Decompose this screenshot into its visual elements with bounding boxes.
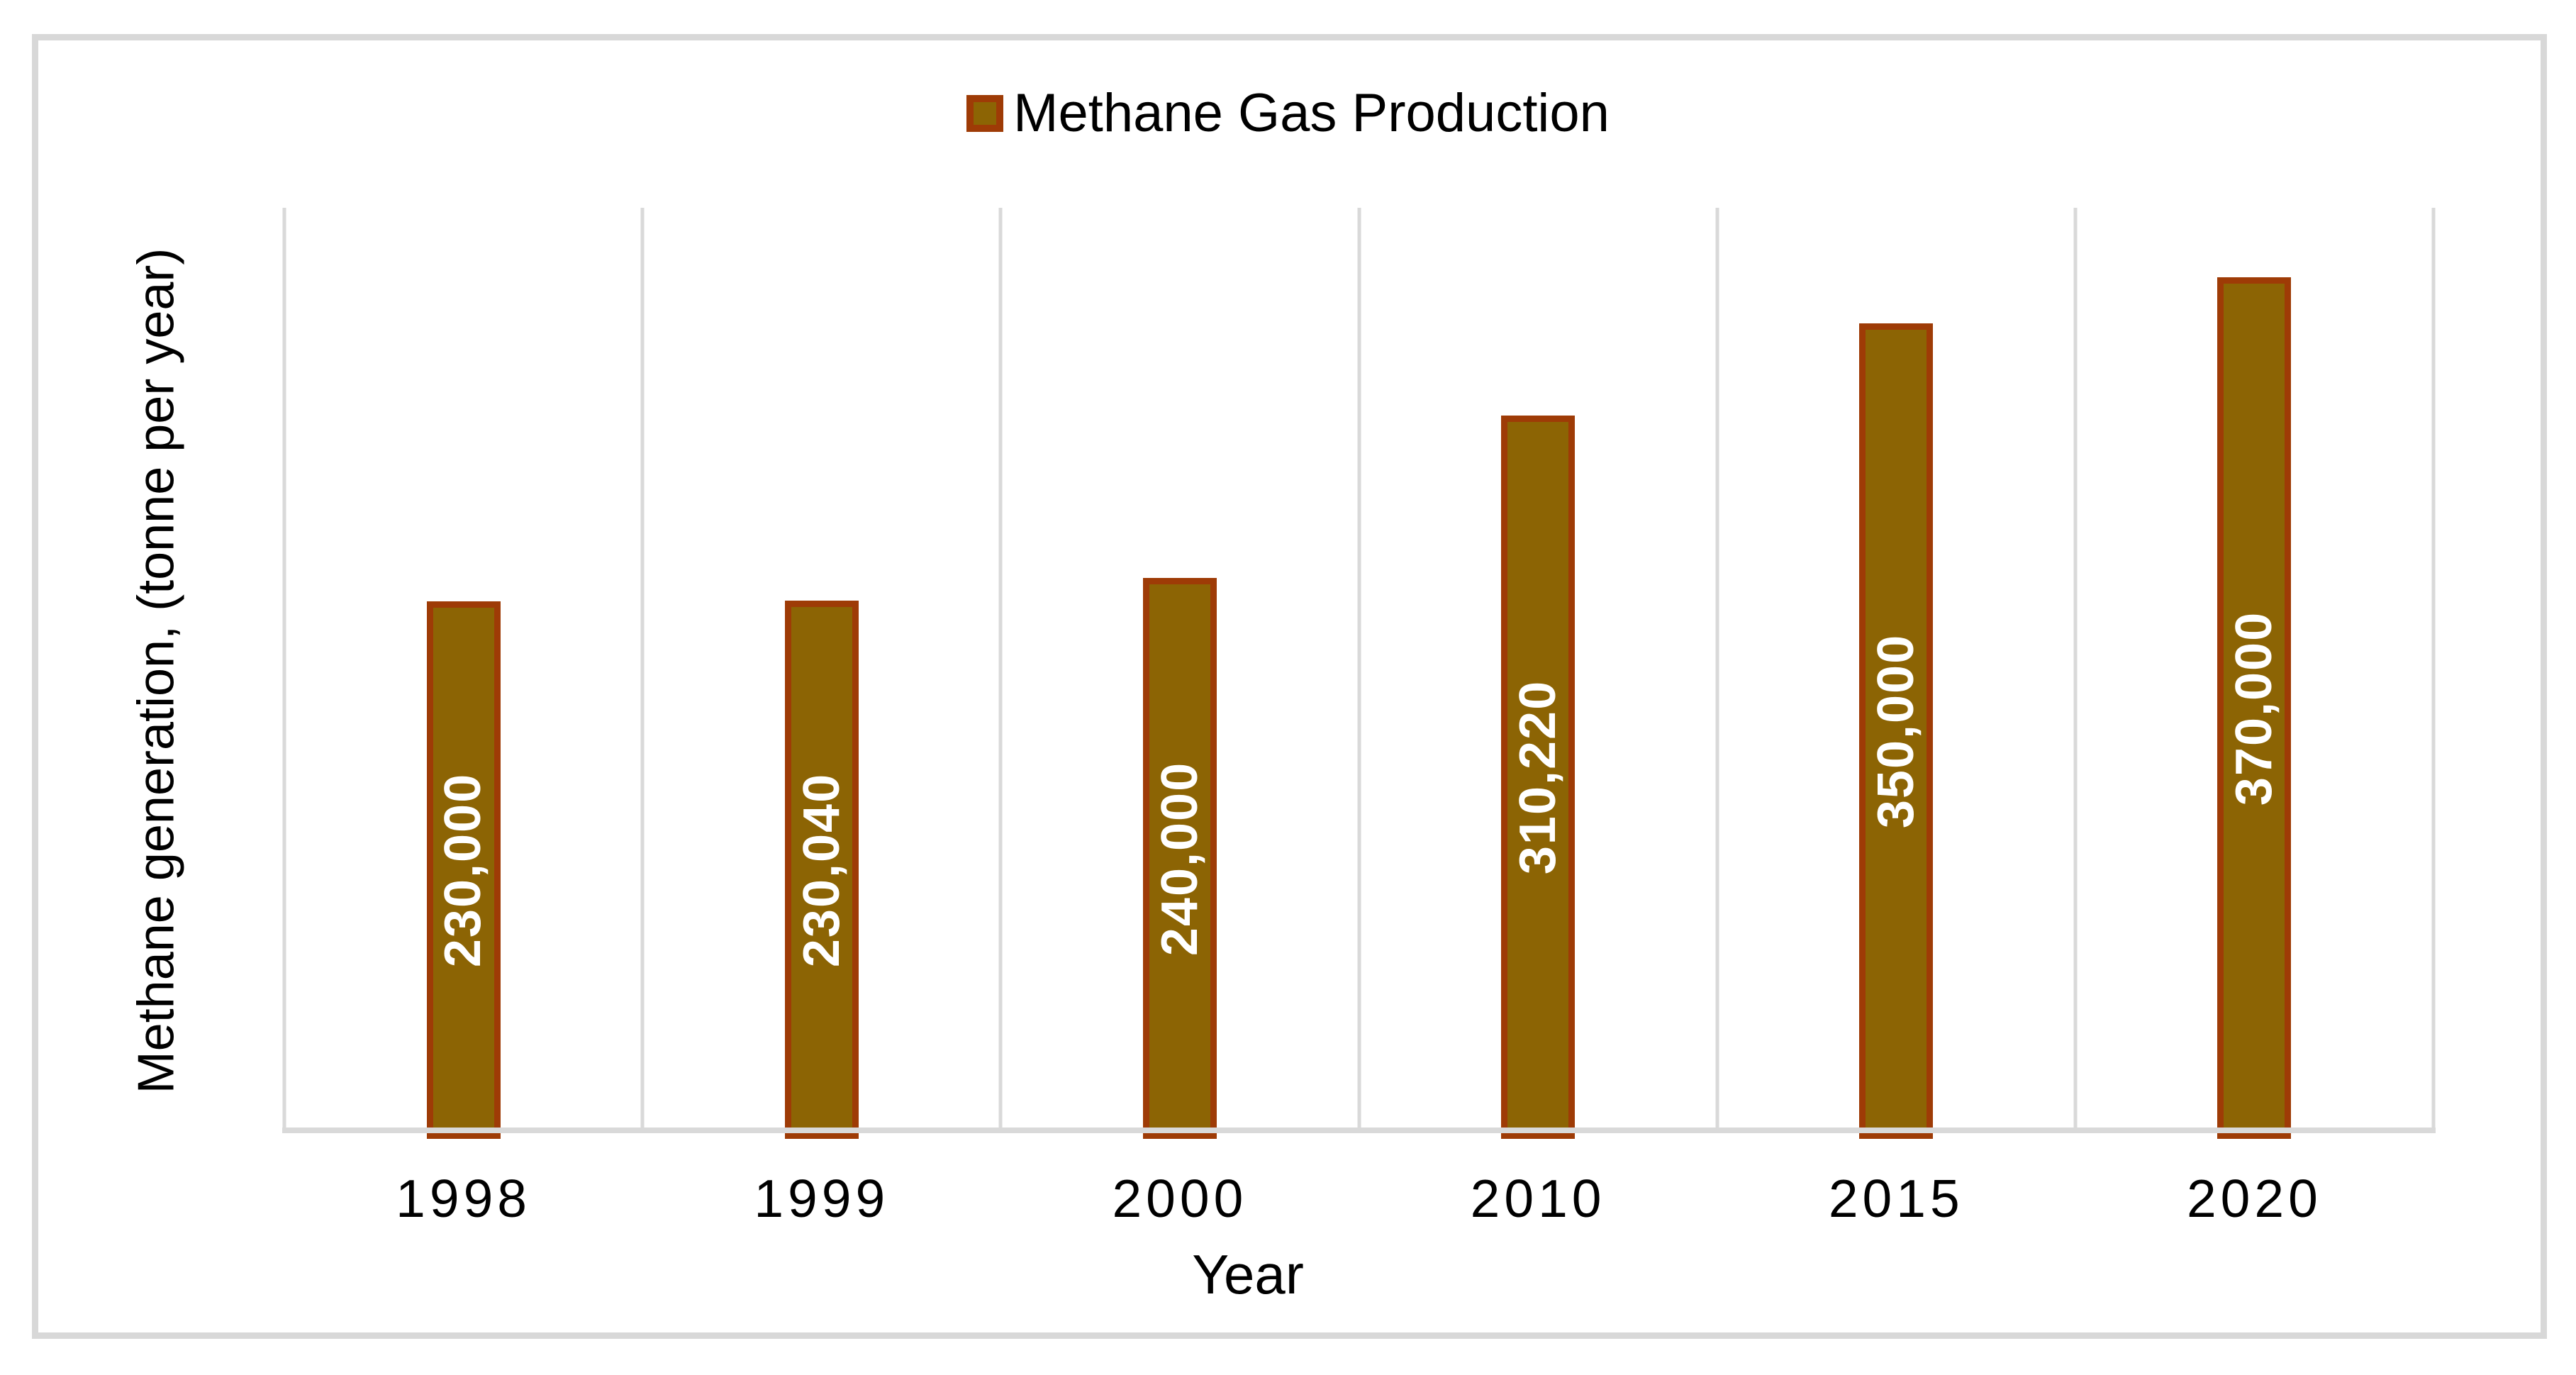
chart-outer-frame <box>32 34 2547 1339</box>
x-tick-2000: 2000 <box>1112 1169 1248 1228</box>
y-axis-title: Methane generation, (tonne per year) <box>128 247 184 1093</box>
bar-2000: 240,000 <box>1142 578 1217 1139</box>
gridline <box>2431 208 2436 1133</box>
x-tick-2020: 2020 <box>2186 1169 2322 1228</box>
gridline <box>1357 208 1361 1133</box>
gridline <box>640 208 645 1133</box>
x-axis-title: Year <box>1192 1243 1304 1306</box>
plot-area: 230,000 230,040 240,000 310,220 350,000 370,0… <box>282 208 2436 1225</box>
bar-value-label: 310,220 <box>1510 679 1567 875</box>
legend-marker-icon <box>966 95 1004 132</box>
bar-value-label: 230,000 <box>435 772 492 968</box>
legend: Methane Gas Production <box>0 87 2576 140</box>
bar-value-label: 350,000 <box>1868 633 1925 829</box>
y-axis-title-box: Methane generation, (tonne per year) <box>92 208 220 1133</box>
gridline <box>998 208 1003 1133</box>
bar-2010: 310,220 <box>1501 416 1576 1139</box>
bar-value-label: 230,040 <box>793 772 850 967</box>
bar-1999: 230,040 <box>784 601 859 1139</box>
gridline <box>1715 208 1719 1133</box>
x-tick-2010: 2010 <box>1470 1169 1606 1228</box>
gridline <box>2073 208 2078 1133</box>
bar-1998: 230,000 <box>426 601 501 1139</box>
legend-label: Methane Gas Production <box>1013 83 1610 143</box>
bar-2015: 350,000 <box>1859 323 1934 1139</box>
x-tick-1998: 1998 <box>396 1169 531 1228</box>
bar-2020: 370,000 <box>2217 277 2292 1139</box>
gridline <box>282 208 286 1133</box>
bar-value-label: 240,000 <box>1151 761 1208 956</box>
bar-value-label: 370,000 <box>2226 611 2283 806</box>
x-axis-line <box>282 1128 2436 1133</box>
x-tick-1999: 1999 <box>754 1169 890 1228</box>
x-tick-2015: 2015 <box>1828 1169 1964 1228</box>
